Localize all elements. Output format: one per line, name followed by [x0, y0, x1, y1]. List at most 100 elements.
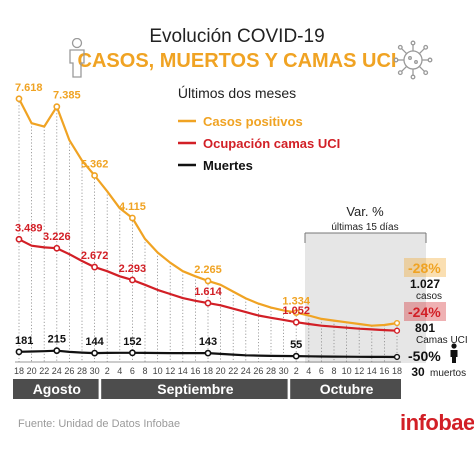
- variation-pct-icu: -24%: [408, 304, 441, 320]
- point-marker-icu: [128, 276, 136, 284]
- x-tick-label: 16: [379, 366, 389, 376]
- data-label-icu: 1.052: [282, 305, 310, 317]
- end-marker-deaths: [393, 353, 401, 361]
- data-label-deaths: 143: [199, 336, 217, 348]
- month-label: Agosto: [33, 381, 81, 397]
- source-note: Fuente: Unidad de Datos Infobae: [18, 418, 181, 430]
- data-label-cases: 2.265: [194, 264, 222, 276]
- x-tick-label: 16: [190, 366, 200, 376]
- point-marker-icu: [15, 235, 23, 243]
- x-tick-label: 14: [178, 366, 188, 376]
- x-tick-label: 6: [130, 366, 135, 376]
- point-marker-deaths: [15, 348, 23, 356]
- variation-pct-cases: -28%: [408, 260, 441, 276]
- month-label: Octubre: [320, 381, 374, 397]
- variation-unit-deaths: muertos: [430, 368, 466, 379]
- legend-label-deaths: Muertes: [203, 158, 253, 173]
- x-tick-label: 24: [241, 366, 251, 376]
- x-tick-label: 18: [14, 366, 24, 376]
- data-label-deaths: 181: [15, 335, 33, 347]
- x-tick-label: 22: [228, 366, 238, 376]
- x-tick-label: 2: [294, 366, 299, 376]
- data-label-deaths: 215: [48, 334, 66, 346]
- x-tick-label: 14: [367, 366, 377, 376]
- data-label-deaths: 55: [290, 339, 302, 351]
- x-tick-label: 20: [27, 366, 37, 376]
- data-label-cases: 7.618: [15, 82, 43, 94]
- point-marker-deaths: [292, 352, 300, 360]
- data-label-icu: 2.672: [81, 250, 109, 262]
- point-marker-icu: [91, 263, 98, 271]
- point-marker-deaths: [53, 347, 61, 355]
- variation-unit-icu: Camas UCI: [416, 335, 468, 346]
- point-marker-cases: [292, 309, 300, 317]
- x-tick-label: 30: [279, 366, 289, 376]
- point-marker-icu: [53, 244, 61, 252]
- variation-value-deaths: 30: [411, 365, 425, 379]
- variation-unit-cases: casos: [416, 291, 442, 302]
- x-tick-label: 26: [253, 366, 263, 376]
- data-label-deaths: 152: [123, 336, 141, 348]
- x-tick-label: 10: [153, 366, 163, 376]
- x-tick-label: 18: [392, 366, 402, 376]
- x-tick-label: 24: [52, 366, 62, 376]
- point-marker-deaths: [204, 349, 212, 357]
- point-marker-deaths: [128, 349, 136, 357]
- variation-pct-bg: [404, 258, 446, 277]
- x-tick-label: 22: [39, 366, 49, 376]
- legend-label-icu: Ocupación camas UCI: [203, 136, 340, 151]
- x-tick-label: 12: [165, 366, 175, 376]
- infobae-logo: infobae: [400, 410, 474, 435]
- chart-subtitle: CASOS, MUERTOS Y CAMAS UCI: [77, 50, 397, 72]
- person-small-icon: [450, 343, 458, 363]
- data-label-cases: 4.115: [119, 201, 146, 213]
- variation-pct-deaths: -50%: [408, 348, 441, 364]
- variation-pct-bg: [404, 302, 446, 321]
- x-tick-label: 4: [117, 366, 122, 376]
- variation-value-cases: 1.027: [410, 277, 440, 291]
- variation-subtitle: últimas 15 días: [331, 222, 398, 233]
- point-marker-cases: [15, 95, 23, 103]
- data-label-icu: 2.293: [119, 263, 147, 275]
- point-marker-icu: [292, 318, 300, 326]
- x-tick-label: 30: [90, 366, 100, 376]
- point-marker-deaths: [91, 349, 98, 357]
- month-band: [290, 379, 401, 399]
- data-label-icu: 3.226: [43, 231, 71, 243]
- x-tick-label: 8: [142, 366, 147, 376]
- x-tick-label: 26: [64, 366, 74, 376]
- legend-label-cases: Casos positivos: [203, 114, 303, 129]
- x-tick-label: 20: [216, 366, 226, 376]
- x-tick-label: 6: [319, 366, 324, 376]
- data-label-deaths: 144: [85, 336, 104, 348]
- point-marker-cases: [204, 277, 212, 285]
- end-marker-cases: [393, 319, 401, 327]
- period-label: Últimos dos meses: [177, 85, 297, 101]
- variation-title: Var. %: [346, 204, 384, 219]
- point-marker-cases: [128, 214, 136, 222]
- x-tick-label: 10: [342, 366, 352, 376]
- variation-value-icu: 801: [415, 321, 435, 335]
- data-label-cases: 5.362: [81, 159, 109, 171]
- x-tick-label: 12: [354, 366, 364, 376]
- x-tick-label: 18: [203, 366, 213, 376]
- month-label: Septiembre: [157, 381, 233, 397]
- data-label-icu: 3.489: [15, 222, 43, 234]
- point-marker-cases: [53, 103, 61, 111]
- end-marker-icu: [393, 327, 401, 334]
- data-label-icu: 1.614: [194, 286, 222, 298]
- month-band: [101, 379, 288, 399]
- x-tick-label: 2: [105, 366, 110, 376]
- point-marker-icu: [204, 299, 212, 307]
- x-tick-label: 8: [331, 366, 336, 376]
- chart-title: Evolución COVID-19: [149, 26, 325, 47]
- month-band: [13, 379, 99, 399]
- variation-box: [305, 233, 426, 363]
- virus-icon: [393, 40, 433, 80]
- data-label-cases: 1.334: [282, 296, 310, 308]
- x-tick-label: 28: [266, 366, 276, 376]
- point-marker-cases: [91, 172, 98, 179]
- person-icon: [69, 38, 85, 78]
- x-tick-label: 28: [77, 366, 87, 376]
